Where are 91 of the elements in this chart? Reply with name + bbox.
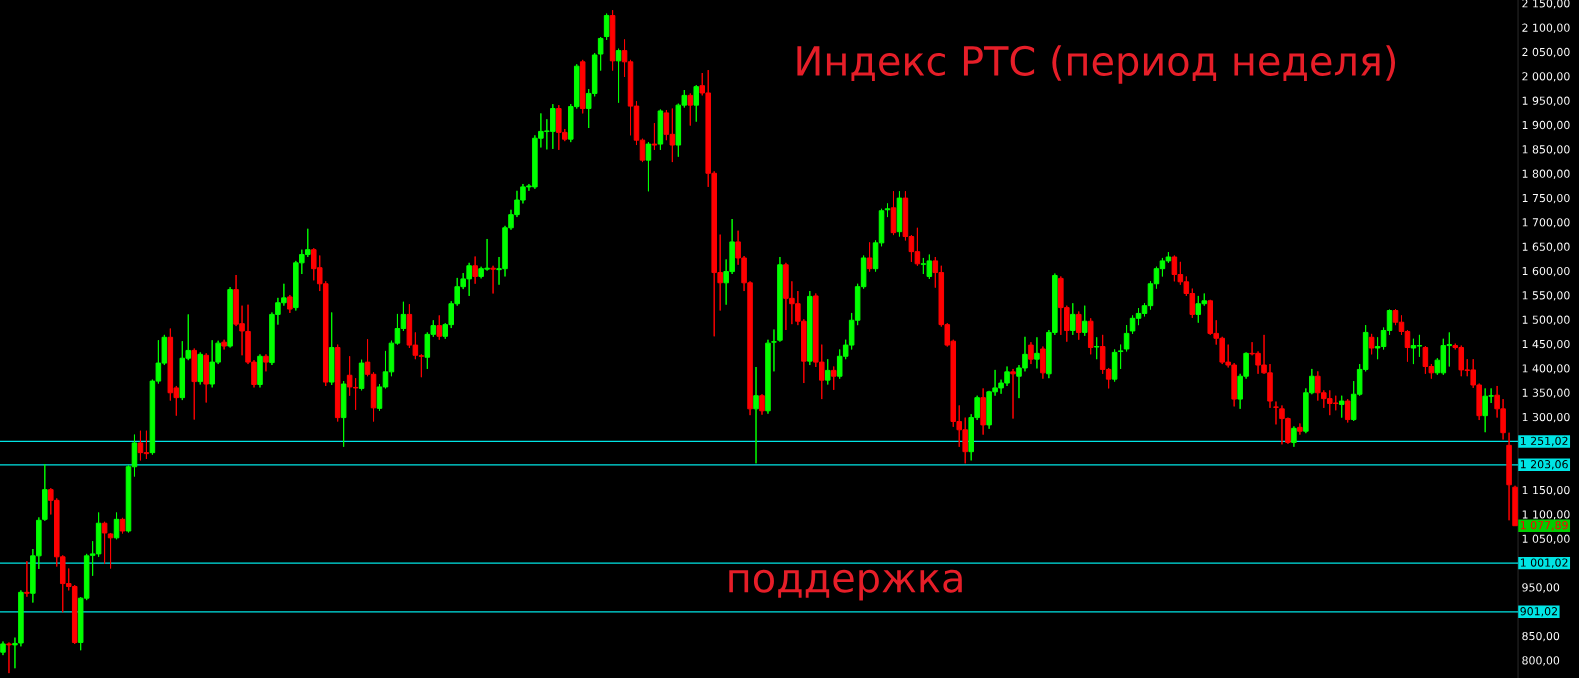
candlestick bbox=[340, 380, 347, 448]
candlestick bbox=[119, 517, 126, 534]
candlestick bbox=[609, 9, 616, 72]
candlestick bbox=[1087, 317, 1094, 355]
candlestick bbox=[777, 256, 783, 343]
candlestick bbox=[1368, 333, 1375, 355]
candlestick bbox=[257, 353, 263, 388]
candlestick bbox=[657, 109, 664, 151]
y-tick-label: 800,00 bbox=[1522, 656, 1560, 666]
y-tick-label: 1 050,00 bbox=[1522, 534, 1570, 544]
candlestick bbox=[645, 141, 652, 192]
y-tick-label: 2 050,00 bbox=[1522, 47, 1570, 58]
ref-line-label: 1 251,02 bbox=[1520, 436, 1568, 447]
candlestick bbox=[1070, 302, 1076, 336]
y-tick-label: 1 750,00 bbox=[1522, 193, 1570, 204]
candlestick bbox=[759, 393, 765, 416]
candlestick bbox=[191, 347, 198, 421]
candlestick bbox=[287, 294, 293, 314]
y-tick-label: 1 400,00 bbox=[1522, 364, 1570, 374]
y-tick-label: 1 600,00 bbox=[1522, 266, 1570, 277]
y-tick-label: 2 150,00 bbox=[1522, 0, 1570, 9]
y-tick-label: 1 500,00 bbox=[1522, 315, 1570, 325]
candlestick bbox=[1075, 311, 1082, 341]
y-tick-label: 950,00 bbox=[1522, 583, 1560, 593]
candlestick bbox=[896, 190, 903, 238]
candlestick bbox=[884, 202, 891, 218]
y-tick-label: 1 100,00 bbox=[1522, 510, 1570, 520]
candlestick bbox=[6, 641, 12, 674]
y-tick-label: 1 900,00 bbox=[1522, 120, 1570, 131]
candlestick bbox=[1111, 348, 1118, 383]
y-tick-label: 1 350,00 bbox=[1522, 388, 1570, 398]
candlestick bbox=[1093, 336, 1100, 360]
candlestick bbox=[579, 59, 586, 114]
ref-line-label: 1 001,02 bbox=[1520, 558, 1568, 568]
candlestick bbox=[693, 84, 700, 123]
y-tick-label: 1 650,00 bbox=[1522, 242, 1570, 252]
candlestick bbox=[334, 344, 341, 422]
y-tick-label: 1 950,00 bbox=[1522, 96, 1570, 106]
candlestick bbox=[0, 641, 6, 656]
candlestick bbox=[328, 311, 335, 386]
candlestick bbox=[1040, 346, 1046, 380]
candlestick bbox=[1081, 305, 1088, 337]
text: Индекс РТС (период неделя) bbox=[797, 45, 1396, 84]
candlestick bbox=[753, 366, 759, 464]
candlestick bbox=[830, 366, 837, 391]
candlestick bbox=[1512, 485, 1518, 527]
candlestick bbox=[1291, 425, 1297, 448]
candlestick bbox=[1028, 341, 1034, 365]
y-tick-label: 1 300,00 bbox=[1522, 412, 1570, 423]
candlestick bbox=[490, 265, 496, 294]
candlestick bbox=[1010, 368, 1016, 420]
y-tick-label: 1 850,00 bbox=[1522, 145, 1570, 155]
candlestick bbox=[1117, 344, 1124, 370]
candlestick bbox=[651, 122, 658, 151]
candlestick bbox=[1123, 324, 1130, 352]
candlestick bbox=[980, 387, 986, 436]
candlestick bbox=[358, 359, 365, 391]
candlestick bbox=[197, 351, 203, 385]
candlestick bbox=[24, 560, 30, 598]
candlestick bbox=[1034, 336, 1040, 369]
candlestick bbox=[1273, 401, 1279, 425]
candlestick bbox=[603, 13, 610, 41]
candlestick bbox=[807, 290, 813, 366]
candlestick bbox=[436, 314, 443, 341]
candlestick bbox=[615, 48, 622, 104]
ref-line-label: 1 203,06 bbox=[1520, 460, 1568, 470]
y-tick-label: 850,00 bbox=[1522, 631, 1560, 642]
text: 1 077,89 bbox=[1520, 521, 1568, 531]
candlestick bbox=[890, 190, 897, 236]
y-tick-label: 1 150,00 bbox=[1522, 485, 1570, 496]
y-tick-label: 1 800,00 bbox=[1522, 169, 1570, 179]
y-tick-label: 1 550,00 bbox=[1522, 291, 1570, 301]
candlestick bbox=[1338, 395, 1345, 419]
candlestick bbox=[227, 286, 233, 349]
y-tick-label: 2 100,00 bbox=[1522, 23, 1570, 33]
y-tick-label: 1 450,00 bbox=[1522, 339, 1570, 350]
candlestick bbox=[221, 339, 227, 350]
candlestick bbox=[263, 353, 269, 372]
candlestick bbox=[1506, 432, 1512, 521]
ref-line-label: 901,02 bbox=[1520, 607, 1557, 617]
annotation: поддержка bbox=[729, 569, 962, 601]
candlestick bbox=[203, 352, 209, 404]
candlestick bbox=[824, 358, 831, 385]
candlestick bbox=[472, 256, 478, 285]
y-tick-label: 1 700,00 bbox=[1522, 218, 1570, 228]
candlestick bbox=[687, 92, 694, 127]
candlestick bbox=[1344, 398, 1351, 423]
candlestick bbox=[42, 463, 48, 522]
candlestick bbox=[1297, 422, 1303, 436]
candlestick bbox=[866, 241, 873, 273]
y-tick-label: 2 000,00 bbox=[1522, 72, 1570, 82]
